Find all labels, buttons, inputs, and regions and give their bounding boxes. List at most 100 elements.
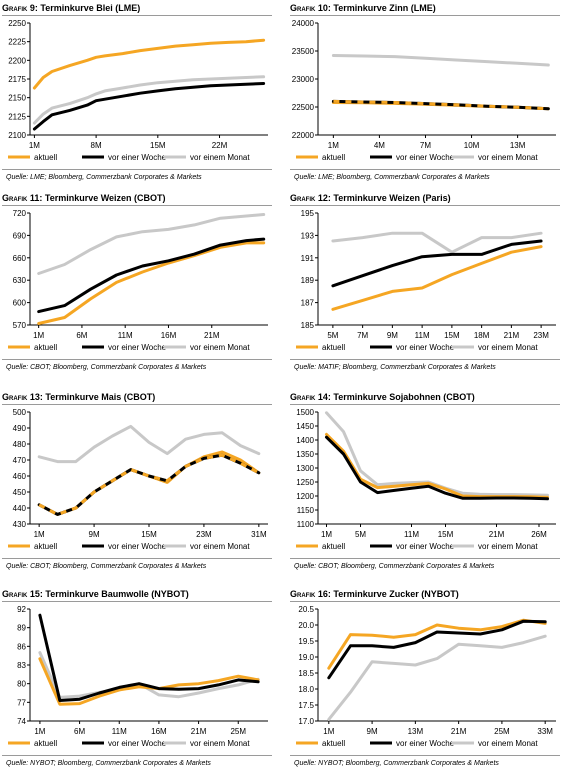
legend-label-aktuell: aktuell — [322, 739, 345, 748]
x-tick-label: 1M — [34, 727, 45, 736]
chart-title: Grafik 13: Terminkurve Mais (CBOT) — [2, 392, 155, 402]
plot-area — [318, 609, 556, 721]
plot-area — [318, 23, 556, 135]
legend-label-monat: vor einem Monat — [190, 153, 250, 162]
series-line-woche — [331, 99, 550, 111]
legend-label-woche: vor einer Woche — [108, 153, 167, 162]
legend-label-woche: vor einer Woche — [396, 343, 455, 352]
legend-label-aktuell: aktuell — [322, 542, 345, 551]
x-tick-label: 13M — [408, 727, 424, 736]
legend-label-woche: vor einer Woche — [396, 153, 455, 162]
legend-label-monat: vor einem Monat — [478, 343, 538, 352]
series-line-aktuell — [327, 618, 547, 670]
figure-number: 13: — [27, 392, 46, 402]
series-line-aktuell-overlay — [38, 453, 260, 517]
chart-title: Grafik 9: Terminkurve Blei (LME) — [2, 3, 140, 13]
chart-svg: 74 77 80 83 86 89 92 1M 6M 11M 16M 21M 25M aktuell vor… — [8, 605, 268, 748]
y-tick-label: 22000 — [292, 131, 315, 140]
x-tick-label: 9M — [89, 530, 100, 539]
x-tick-label: 10M — [464, 141, 480, 150]
plot-area — [318, 213, 556, 325]
chart-svg: 570 600 630 660 690 720 1M 6M 11M 16M 21M aktuell vo… — [8, 209, 268, 352]
x-tick-label: 1M — [33, 331, 44, 340]
x-tick-label: 6M — [76, 331, 87, 340]
y-tick-label: 17.5 — [298, 701, 314, 710]
x-tick-label: 1M — [34, 530, 45, 539]
series-line-aktuell — [32, 38, 266, 90]
y-tick-label: 18.0 — [298, 685, 314, 694]
title-rule — [2, 601, 272, 602]
x-tick-label: 25M — [494, 727, 510, 736]
x-tick-label: 4M — [374, 141, 385, 150]
legend-label-aktuell: aktuell — [34, 153, 57, 162]
x-tick-label: 7M — [357, 331, 368, 340]
y-tick-label: 18.5 — [298, 669, 314, 678]
title-rule — [290, 404, 560, 405]
y-tick-label: 19.0 — [298, 653, 314, 662]
x-tick-label: 15M — [150, 141, 166, 150]
y-tick-label: 2150 — [8, 94, 26, 103]
x-tick-label: 13M — [510, 141, 526, 150]
y-tick-label: 1450 — [296, 422, 314, 431]
legend-label-woche: vor einer Woche — [108, 542, 167, 551]
legend-label-woche: vor einer Woche — [108, 343, 167, 352]
figure-title-text: Terminkurve Weizen (CBOT) — [44, 193, 166, 203]
series-line-woche — [32, 82, 266, 131]
x-tick-label: 1M — [29, 141, 40, 150]
y-tick-label: 20.0 — [298, 621, 314, 630]
y-tick-label: 1100 — [297, 520, 315, 529]
source-note: Quelle: MATIF; Bloomberg, Commerzbank Co… — [294, 364, 496, 371]
x-tick-label: 11M — [118, 331, 133, 340]
figure-label: Grafik — [2, 193, 28, 203]
y-tick-label: 690 — [13, 231, 27, 240]
x-tick-label: 22M — [212, 141, 228, 150]
y-tick-label: 92 — [17, 605, 26, 614]
x-tick-label: 11M — [112, 727, 127, 736]
y-tick-label: 2175 — [8, 75, 26, 84]
x-tick-label: 33M — [537, 727, 553, 736]
figure-title-text: Terminkurve Sojabohnen (CBOT) — [333, 392, 475, 402]
x-tick-label: 26M — [531, 530, 547, 539]
legend-label-monat: vor einem Monat — [190, 739, 250, 748]
y-tick-label: 193 — [301, 231, 315, 240]
y-tick-label: 20.5 — [298, 605, 314, 614]
x-tick-label: 8M — [91, 141, 102, 150]
title-rule — [290, 15, 560, 16]
x-tick-label: 1M — [323, 727, 334, 736]
y-tick-label: 1350 — [296, 450, 314, 459]
chart-panel: Grafik 16: Terminkurve Zucker (NYBOT) 17.… — [290, 589, 560, 777]
source-rule — [290, 558, 560, 559]
chart-panel: Grafik 11: Terminkurve Weizen (CBOT) 570 6… — [2, 193, 272, 381]
y-tick-label: 1500 — [296, 408, 314, 417]
legend-label-aktuell: aktuell — [34, 739, 57, 748]
source-rule — [2, 755, 272, 756]
source-rule — [2, 359, 272, 360]
chart-title: Grafik 16: Terminkurve Zucker (NYBOT) — [290, 589, 459, 599]
y-tick-label: 2200 — [8, 56, 26, 65]
x-tick-label: 5M — [327, 331, 338, 340]
figure-label: Grafik — [290, 193, 316, 203]
x-tick-label: 21M — [204, 331, 220, 340]
source-rule — [290, 359, 560, 360]
chart-title: Grafik 14: Terminkurve Sojabohnen (CBOT) — [290, 392, 475, 402]
y-tick-label: 470 — [13, 456, 27, 465]
chart-panel: Grafik 14: Terminkurve Sojabohnen (CBOT)… — [290, 392, 560, 580]
chart-svg: 22000 22500 23000 23500 24000 1M 4M 7M 10M 13M akt… — [292, 19, 556, 162]
y-tick-label: 185 — [301, 321, 315, 330]
series-line-monat — [37, 213, 266, 275]
source-rule — [2, 169, 272, 170]
y-tick-label: 450 — [13, 488, 27, 497]
figure-number: 10: — [315, 3, 334, 13]
y-tick-label: 480 — [13, 440, 27, 449]
series-line-woche — [331, 239, 543, 288]
x-tick-label: 18M — [474, 331, 490, 340]
y-tick-label: 191 — [301, 254, 315, 263]
plot-area — [30, 412, 268, 524]
figure-title-text: Terminkurve Baumwolle (NYBOT) — [45, 589, 189, 599]
chart-title: Grafik 10: Terminkurve Zinn (LME) — [290, 3, 436, 13]
series-line-monat — [37, 424, 261, 464]
figure-label: Grafik — [2, 589, 28, 599]
y-tick-label: 189 — [301, 276, 315, 285]
y-tick-label: 187 — [301, 299, 315, 308]
y-tick-label: 83 — [17, 661, 26, 670]
